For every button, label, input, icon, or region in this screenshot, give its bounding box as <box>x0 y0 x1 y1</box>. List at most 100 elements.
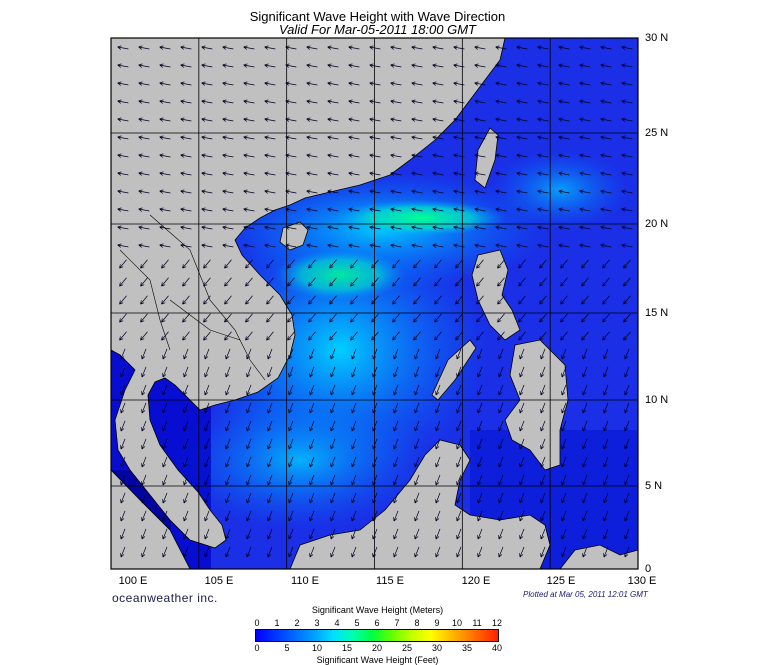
wave-arrow <box>540 456 546 468</box>
wave-arrow <box>246 546 252 558</box>
wave-arrow <box>432 81 444 86</box>
wave-arrow <box>600 153 612 158</box>
wave-arrow <box>579 117 591 122</box>
map-title: Significant Wave Height with Wave Direct… <box>249 9 506 24</box>
wave-arrow <box>518 295 526 305</box>
wave-arrow <box>330 402 336 414</box>
lat-label: 10 N <box>645 394 669 406</box>
wave-arrow <box>182 331 190 341</box>
wave-arrow <box>288 546 294 558</box>
wave-arrow <box>393 438 399 450</box>
wave-arrow <box>434 277 442 287</box>
wave-arrow <box>453 63 465 68</box>
wave-arrow <box>434 313 442 323</box>
wave-arrow <box>456 402 462 414</box>
wave-arrow <box>456 384 462 396</box>
wave-arrow <box>456 420 462 432</box>
wave-arrow <box>183 348 189 360</box>
wave-arrow <box>351 348 357 360</box>
wave-arrow <box>516 117 528 122</box>
wave-arrow <box>495 153 507 158</box>
colorbar-tick: 30 <box>431 643 442 653</box>
wave-arrow <box>519 420 525 432</box>
wave-arrow <box>162 438 168 450</box>
wave-arrow <box>582 528 588 540</box>
wave-arrow <box>246 510 252 522</box>
wave-arrow <box>285 117 297 122</box>
wave-arrow <box>393 366 399 378</box>
wave-arrow <box>309 492 315 504</box>
wave-arrow <box>288 366 294 378</box>
wave-arrow <box>288 420 294 432</box>
wave-arrow <box>603 438 609 450</box>
wave-arrow <box>204 384 210 396</box>
wave-arrow <box>120 438 126 450</box>
wave-arrow <box>285 135 297 140</box>
wave-arrow <box>579 99 591 104</box>
wave-arrow <box>390 99 402 104</box>
wave-arrow <box>329 277 337 287</box>
wave-arrow <box>495 81 507 86</box>
wave-arrow <box>222 81 234 86</box>
wave-arrow <box>369 171 381 176</box>
wave-arrow <box>183 456 189 468</box>
wave-arrow <box>621 171 633 176</box>
wave-arrow <box>453 99 465 104</box>
wave-arrow <box>540 348 546 360</box>
graticule <box>111 38 638 569</box>
wave-arrow <box>518 313 526 323</box>
wave-arrow <box>348 63 360 68</box>
wave-arrow <box>288 384 294 396</box>
wave-arrow <box>495 207 507 212</box>
wave-arrow <box>411 171 423 176</box>
wave-arrow <box>603 546 609 558</box>
wave-arrow <box>602 295 610 305</box>
wave-arrow <box>495 45 507 50</box>
wave-arrow <box>267 366 273 378</box>
wave-arrow <box>243 171 255 176</box>
wave-arrow <box>477 420 483 432</box>
wave-arrow <box>245 331 253 341</box>
wave-arrow <box>162 402 168 414</box>
wave-arrow <box>602 259 610 269</box>
wave-arrow <box>117 243 129 248</box>
colorbar-tick: 10 <box>451 618 462 628</box>
wave-arrow <box>558 243 570 248</box>
wave-arrow <box>498 348 504 360</box>
wave-arrow <box>558 207 570 212</box>
wave-arrow <box>537 171 549 176</box>
wave-arrow <box>140 313 148 323</box>
wave-arrow <box>204 474 210 486</box>
land-taiwan <box>474 127 499 189</box>
wave-arrow <box>183 366 189 378</box>
wave-arrow <box>246 348 252 360</box>
wave-arrow <box>264 189 276 194</box>
wave-arrow <box>560 259 568 269</box>
wave-arrow <box>561 348 567 360</box>
wave-arrow <box>348 225 360 230</box>
colorbar-tick: 11 <box>472 618 482 628</box>
wave-arrow <box>393 420 399 432</box>
wave-arrow <box>120 348 126 360</box>
wave-arrow <box>474 171 486 176</box>
wave-arrow <box>141 366 147 378</box>
wave-arrow <box>225 438 231 450</box>
wave-arrow <box>519 546 525 558</box>
wave-arrow <box>411 243 423 248</box>
wave-arrow <box>498 438 504 450</box>
wave-arrow <box>372 348 378 360</box>
wave-arrow <box>138 45 150 50</box>
wave-arrow <box>203 331 211 341</box>
wave-arrow <box>141 420 147 432</box>
wave-arrow <box>372 384 378 396</box>
wave-arrow <box>372 510 378 522</box>
wave-arrow <box>516 225 528 230</box>
wave-arrow <box>561 366 567 378</box>
wave-arrow <box>558 171 570 176</box>
wave-arrow <box>561 474 567 486</box>
wave-arrow <box>456 510 462 522</box>
wave-arrow <box>141 348 147 360</box>
wave-arrow <box>393 546 399 558</box>
wave-arrow <box>434 259 442 269</box>
wave-arrow <box>369 99 381 104</box>
